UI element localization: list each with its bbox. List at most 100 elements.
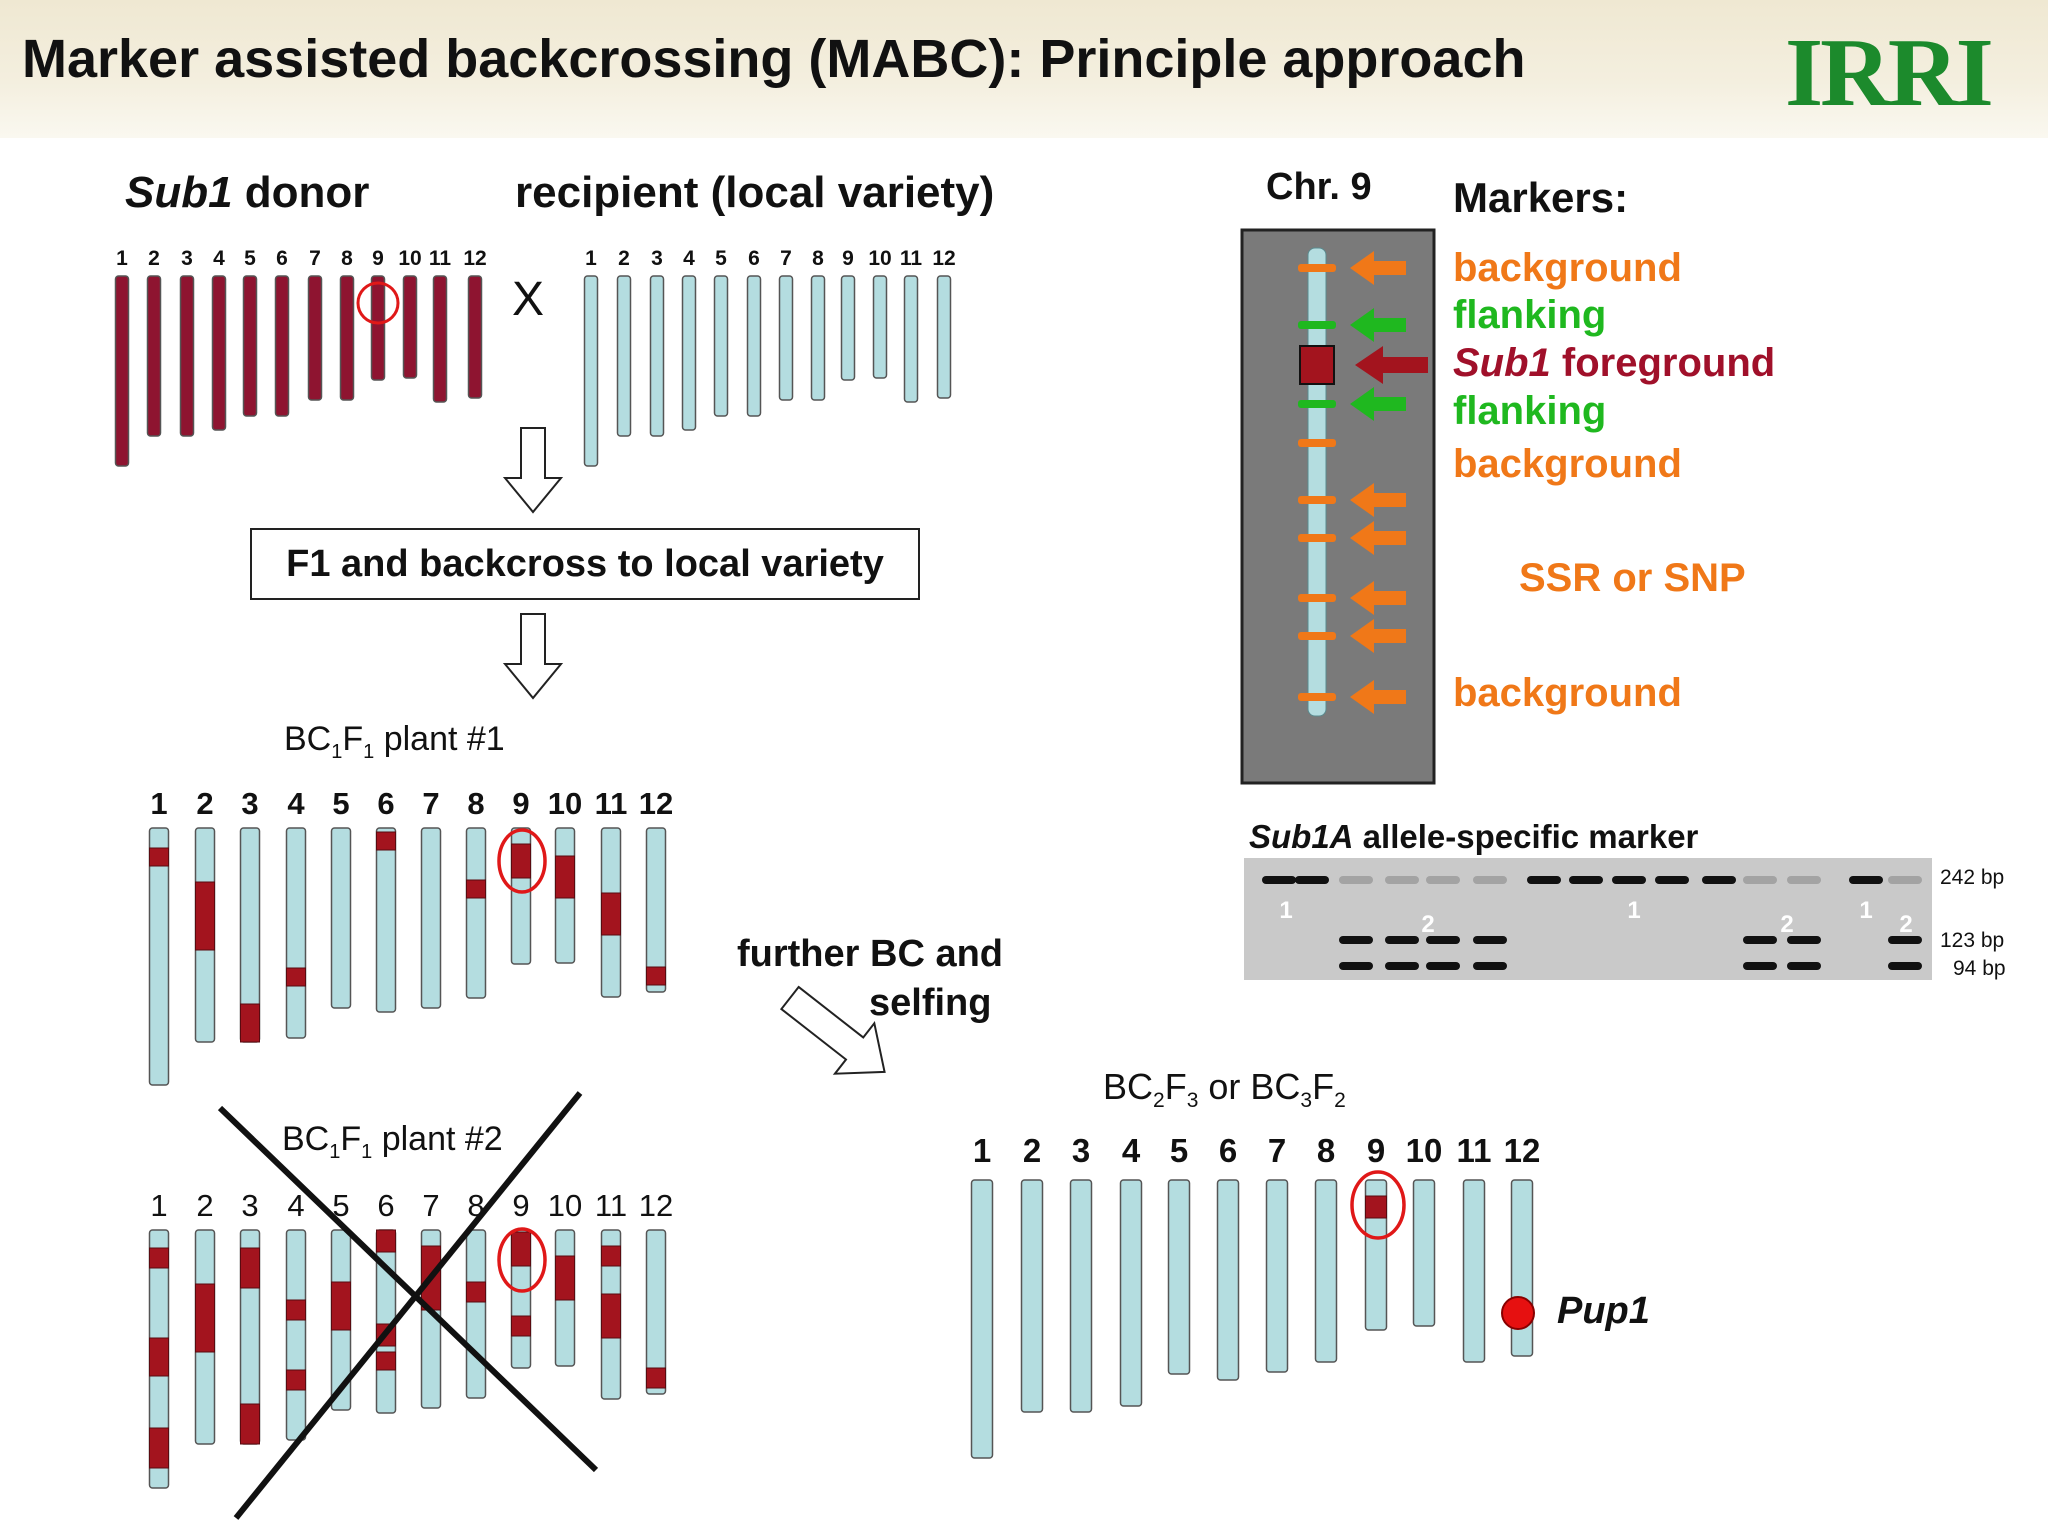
donor-number-7: 7 <box>309 247 321 270</box>
donor-label: Sub1 donor <box>125 168 370 217</box>
final-sub1-circle <box>1350 1170 1406 1240</box>
plant1-donor-segment-10-1 <box>555 855 575 899</box>
gel-band-lane10-1 <box>1655 876 1689 884</box>
final-chromosome-10 <box>1412 1179 1436 1327</box>
chr9-marker-band-7 <box>1298 594 1336 602</box>
recipient-label: recipient (local variety) <box>515 168 995 217</box>
donor-number-10: 10 <box>398 247 421 270</box>
gel-lane-label-1: 1 <box>1279 897 1292 924</box>
gel-band-lane11-1 <box>1702 876 1736 884</box>
final-number-1: 1 <box>973 1132 991 1169</box>
donor-number-1: 1 <box>116 247 128 270</box>
final-number-4: 4 <box>1122 1132 1141 1169</box>
gel-band-lane7-1 <box>1527 876 1561 884</box>
gel-band-lane5-1 <box>1426 876 1460 884</box>
donor-chromosome-4 <box>211 275 227 431</box>
gel-band-lane6-2 <box>1473 936 1507 944</box>
chr9-marker-arrow-3 <box>1350 387 1406 421</box>
plant1-chromosome-12 <box>645 827 667 993</box>
donor-number-9: 9 <box>372 247 384 270</box>
plant2-chromosome-8 <box>465 1229 487 1399</box>
plant2-number-7: 7 <box>422 1188 439 1223</box>
gel-band-lane3-2 <box>1339 936 1373 944</box>
plant1-chromosome-5 <box>330 827 352 1009</box>
donor-chromosome-11 <box>432 275 448 403</box>
final-number-11: 11 <box>1457 1132 1492 1169</box>
plant1-chromosome-6 <box>375 827 397 1013</box>
chr9-marker-band-3 <box>1298 400 1336 408</box>
final-number-3: 3 <box>1072 1132 1090 1169</box>
gel-lane-label-6: 2 <box>1899 911 1912 938</box>
slide-title: Marker assisted backcrossing (MABC): Pri… <box>22 29 1526 89</box>
gel-band-lane9-1 <box>1612 876 1646 884</box>
gel-lane-label-3: 1 <box>1627 897 1640 924</box>
chr9-marker-band-8 <box>1298 632 1336 640</box>
final-chromosome-4 <box>1119 1179 1143 1407</box>
marker-label-background-1: background <box>1453 246 1682 290</box>
plant2-donor-segment-9-2 <box>511 1315 531 1337</box>
plant1-chromosome-1 <box>148 827 170 1086</box>
cross-symbol: X <box>512 273 545 326</box>
donor-chromosome-12 <box>467 275 483 399</box>
gel-band-lane4-3 <box>1385 962 1419 970</box>
gel-band-lane13-3 <box>1787 962 1821 970</box>
recipient-chromosome-6 <box>746 275 762 417</box>
top-chromosome-numbers: 1 2 3 4 5 6 7 8 9 10 11 12 1 2 3 4 5 6 7 8 9 10 11 121 2 3 4 5 6 7 8 9 1… <box>116 247 1540 1223</box>
marker-label-background-3: background <box>1453 671 1682 715</box>
donor-number-2: 2 <box>148 247 160 270</box>
plant2-donor-segment-6-1 <box>376 1229 396 1253</box>
marker-label-flanking-1: flanking <box>1453 293 1607 337</box>
gel-band-lane6-3 <box>1473 962 1507 970</box>
gel-title: Sub1A allele-specific marker <box>1249 818 1699 855</box>
chr9-marker-arrow-7 <box>1350 619 1406 653</box>
gel-band-lane3-3 <box>1339 962 1373 970</box>
plant2-donor-segment-8-1 <box>466 1281 486 1303</box>
arrow-further-bc <box>779 985 886 1075</box>
plant2-donor-segment-1-1 <box>149 1247 169 1269</box>
pup1-label: Pup1 <box>1557 1290 1650 1332</box>
recipient-number-2: 2 <box>618 247 630 270</box>
final-chromosome-1 <box>970 1179 994 1459</box>
plant1-number-11: 11 <box>595 786 628 821</box>
gel-band-lane4-1 <box>1385 876 1419 884</box>
recipient-number-12: 12 <box>932 247 955 270</box>
plant1-donor-segment-12-1 <box>646 966 666 986</box>
final-number-9: 9 <box>1367 1132 1385 1169</box>
recipient-number-10: 10 <box>868 247 891 270</box>
recipient-number-3: 3 <box>651 247 663 270</box>
marker-label-background-2: background <box>1453 442 1682 486</box>
final-chromosome-7 <box>1265 1179 1289 1373</box>
chr9-marker-band-9 <box>1298 693 1336 701</box>
plant2-number-2: 2 <box>196 1188 213 1223</box>
plant2-donor-segment-4-1 <box>286 1299 306 1321</box>
plant1-chromosome-4 <box>285 827 307 1039</box>
gel-size-242: 242 bp <box>1940 866 2005 889</box>
gel-lane-label-2: 2 <box>1421 911 1434 938</box>
recipient-chromosome-7 <box>778 275 794 401</box>
donor-sub1-circle <box>356 281 400 325</box>
final-chromosome-3 <box>1069 1179 1093 1413</box>
gel-band-lane2-1 <box>1295 876 1329 884</box>
gel-band-lane13-1 <box>1787 876 1821 884</box>
marker-label-foreground: Sub1 foreground <box>1453 341 1776 385</box>
plant1-sub1-circle <box>497 828 547 894</box>
recipient-chromosome-1 <box>583 275 599 467</box>
final-number-12: 12 <box>1504 1132 1541 1169</box>
plant2-donor-segment-5-1 <box>331 1281 351 1331</box>
chr9-marker-band-2 <box>1298 321 1336 329</box>
gel-band-lane12-2 <box>1743 936 1777 944</box>
chr9-marker-band-1 <box>1298 264 1336 272</box>
recipient-chromosome-11 <box>903 275 919 403</box>
recipient-chromosome-2 <box>616 275 632 437</box>
flow-arrows <box>502 427 886 1075</box>
recipient-number-11: 11 <box>900 247 923 270</box>
gel-band-lane12-1 <box>1743 876 1777 884</box>
plant1-donor-segment-6-1 <box>376 831 396 851</box>
recipient-number-6: 6 <box>748 247 760 270</box>
chr9-marker-band-4 <box>1298 439 1336 447</box>
final-chromosome-6 <box>1216 1179 1240 1381</box>
plant2-donor-segment-12-1 <box>646 1367 666 1389</box>
plant2-donor-segment-6-3 <box>376 1351 396 1371</box>
recipient-chromosome-4 <box>681 275 697 431</box>
gel-band-lane14-1 <box>1849 876 1883 884</box>
